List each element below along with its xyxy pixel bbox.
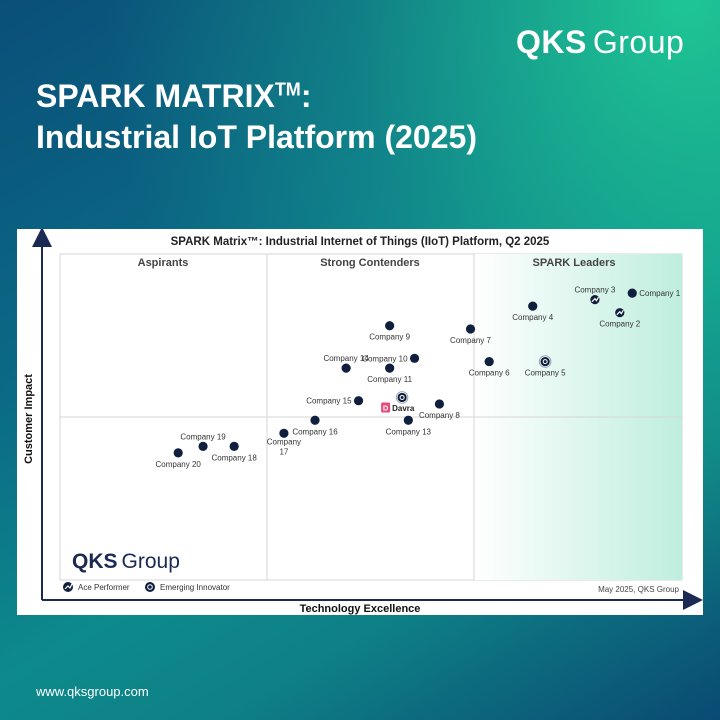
point-company-17: Company 17 <box>267 428 301 456</box>
point-marker <box>341 363 351 373</box>
point-label: Company 6 <box>469 369 510 378</box>
point-company-11: Company 11 <box>367 363 413 384</box>
x-axis-label: Technology Excellence <box>300 603 421 615</box>
point-label: Davra <box>392 404 415 413</box>
legend-ace-marker <box>63 582 73 592</box>
point-company-5: Company 5 <box>525 355 566 378</box>
point-marker <box>397 392 407 403</box>
point-company-13: Company 13 <box>386 415 432 436</box>
point-label: Company 16 <box>292 427 338 436</box>
davra-logo-icon <box>381 402 391 413</box>
page-title: SPARK MATRIXTM: Industrial IoT Platform … <box>36 76 477 158</box>
point-label: Company 5 <box>525 369 566 378</box>
watermark-light: Group <box>122 550 180 573</box>
point-marker <box>403 415 413 425</box>
title-line-1: SPARK MATRIXTM: <box>36 76 477 117</box>
point-company-2: Company 2 <box>599 308 641 329</box>
point-marker <box>198 441 208 451</box>
ace-performer-icon <box>591 296 599 303</box>
footer-url: www.qksgroup.com <box>36 684 149 699</box>
chart-panel: SPARK Matrix™: Industrial Internet of Th… <box>17 227 703 615</box>
spark-matrix-chart: SPARK Matrix™: Industrial Internet of Th… <box>23 227 703 615</box>
davra-logo-mark: D <box>383 403 389 412</box>
point-label: Company 18 <box>211 453 257 462</box>
y-axis-label: Customer Impact <box>23 374 35 464</box>
emerging-ring <box>395 391 409 404</box>
point-company-4: Company 4 <box>512 301 554 322</box>
emerging-innovator-icon <box>399 394 405 400</box>
title-line-2: Industrial IoT Platform (2025) <box>36 118 477 155</box>
point-company-6: Company 6 <box>469 356 510 378</box>
point-company-14: Company 14 <box>323 354 369 373</box>
point-marker <box>353 396 364 406</box>
legend-emerging-label: Emerging Innovator <box>160 583 230 592</box>
point-label: Company 14 <box>323 354 369 363</box>
quadrant-label-leaders: SPARK Leaders <box>533 257 616 269</box>
point-company-16: Company 16 <box>292 415 338 436</box>
point-marker <box>173 448 183 458</box>
point-label: Company 13 <box>386 427 432 436</box>
point-label: Company 19 <box>180 432 226 441</box>
point-marker <box>528 301 538 311</box>
point-company-19: Company 19 <box>180 432 226 451</box>
point-company-1: Company 1 <box>627 288 681 298</box>
point-company-7: Company 7 <box>450 324 492 345</box>
chart-watermark: QKS Group <box>72 550 180 573</box>
quadrant-label-aspirants: Aspirants <box>138 257 189 269</box>
point-marker <box>229 441 239 451</box>
point-marker <box>465 324 476 334</box>
point-company-15: Company 15 <box>306 396 364 406</box>
data-points: Company 1 Company 3 Company 2 Company 4 Comp… <box>156 286 681 469</box>
point-marker <box>434 399 445 409</box>
point-label: Company 10 <box>362 354 408 363</box>
point-label: Company 15 <box>306 397 352 406</box>
point-label: Company 9 <box>369 333 410 342</box>
point-label: Company 20 <box>156 460 202 469</box>
point-company-9: Company 9 <box>369 321 411 342</box>
point-company-20: Company 20 <box>156 448 202 469</box>
point-company-10: Company 10 <box>362 353 420 363</box>
point-label: Company 8 <box>419 411 460 420</box>
ace-performer-icon <box>64 583 73 590</box>
point-label: Company 11 <box>367 375 412 384</box>
brand-name-light: Group <box>592 24 685 60</box>
point-label: Company 17 <box>267 437 301 456</box>
point-label: Company 2 <box>599 320 640 329</box>
legend-ace-label: Ace Performer <box>78 583 130 592</box>
point-company-18: Company 18 <box>211 441 257 462</box>
chart-title: SPARK Matrix™: Industrial Internet of Th… <box>171 236 550 248</box>
point-company-8: Company 8 <box>419 399 460 420</box>
point-label: Company 3 <box>574 286 615 295</box>
point-label: Company 7 <box>450 336 491 345</box>
point-marker <box>409 353 420 363</box>
emerging-innovator-icon <box>147 584 153 590</box>
point-marker <box>627 288 637 298</box>
point-label: Company 1 <box>639 289 680 298</box>
point-marker <box>484 356 494 367</box>
title-trademark: TM <box>274 79 301 100</box>
emerging-ring <box>538 355 552 368</box>
legend-emerging-marker <box>145 582 155 592</box>
point-company-3: Company 3 <box>574 286 616 305</box>
legend: Ace Performer Emerging Innovator <box>63 582 230 592</box>
point-label-line: 17 <box>279 447 288 456</box>
point-marker <box>540 356 550 367</box>
title-colon: : <box>300 78 312 114</box>
watermark-bold: QKS <box>72 550 118 573</box>
quadrant-label-strong-contenders: Strong Contenders <box>320 257 420 269</box>
source-note: May 2025, QKS Group <box>598 585 679 594</box>
brand-logo: QKS Group <box>516 24 684 61</box>
point-marker <box>385 321 395 331</box>
ace-performer-icon <box>616 309 624 316</box>
emerging-innovator-icon <box>542 359 548 365</box>
point-davra: D Davra <box>381 391 415 413</box>
title-text: SPARK MATRIX <box>36 78 275 114</box>
point-label: Company 4 <box>512 313 553 322</box>
point-marker <box>385 363 395 373</box>
point-marker <box>279 428 289 438</box>
brand-name-bold: QKS <box>516 24 587 60</box>
point-label-line: Company <box>267 437 301 446</box>
point-marker <box>310 415 320 425</box>
